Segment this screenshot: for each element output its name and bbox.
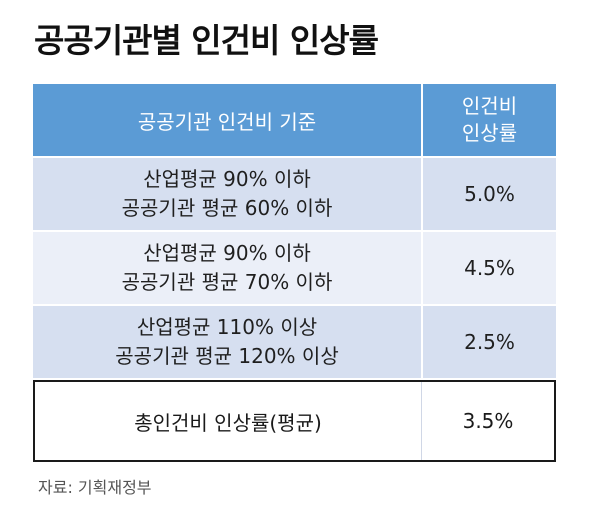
header-rate: 인건비 인상률: [423, 84, 556, 156]
table-row: 산업평균 90% 이하 공공기관 평균 60% 이하 5.0%: [33, 156, 556, 230]
criteria-cell: 산업평균 90% 이하 공공기관 평균 60% 이하: [33, 158, 423, 230]
page-title: 공공기관별 인건비 인상률: [34, 21, 379, 60]
criteria-line2: 공공기관 평균 120% 이상: [115, 344, 339, 368]
criteria-line1: 산업평균 90% 이하: [143, 241, 311, 265]
table-header: 공공기관 인건비 기준 인건비 인상률: [33, 84, 556, 156]
criteria-cell: 산업평균 90% 이하 공공기관 평균 70% 이하: [33, 232, 423, 304]
total-rate: 3.5%: [462, 409, 514, 433]
wage-increase-table: 공공기관 인건비 기준 인건비 인상률 산업평균 90% 이하 공공기관 평균 …: [33, 84, 556, 462]
criteria-line1: 산업평균 110% 이상: [136, 315, 318, 339]
rate-cell: 4.5%: [464, 256, 515, 280]
rate-cell: 5.0%: [464, 182, 515, 206]
table-row: 산업평균 90% 이하 공공기관 평균 70% 이하 4.5%: [33, 230, 556, 304]
criteria-line1: 산업평균 90% 이하: [143, 167, 311, 191]
total-label: 총인건비 인상률(평균): [35, 382, 423, 460]
criteria-line2: 공공기관 평균 70% 이하: [121, 270, 333, 294]
source-note: 자료: 기획재정부: [38, 478, 152, 497]
header-criteria: 공공기관 인건비 기준: [33, 84, 423, 156]
rate-cell: 2.5%: [464, 330, 515, 354]
total-row: 총인건비 인상률(평균) 3.5%: [33, 380, 556, 462]
header-rate-line1: 인건비: [461, 94, 518, 118]
criteria-line2: 공공기관 평균 60% 이하: [121, 196, 333, 220]
header-rate-line2: 인상률: [461, 121, 518, 145]
table-row: 산업평균 110% 이상 공공기관 평균 120% 이상 2.5%: [33, 304, 556, 378]
criteria-cell: 산업평균 110% 이상 공공기관 평균 120% 이상: [33, 306, 423, 378]
